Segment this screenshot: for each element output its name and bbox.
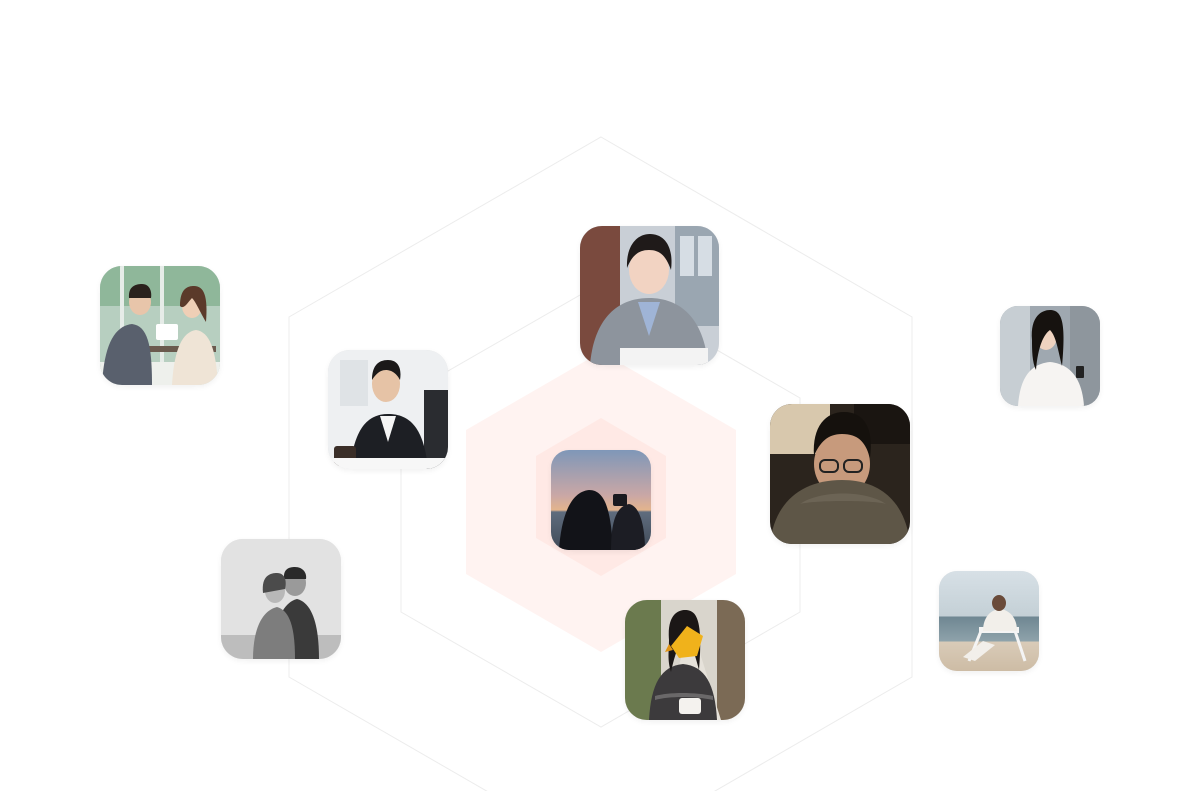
man-covering-face-icon (770, 404, 910, 544)
avatar-top[interactable] (580, 226, 719, 365)
avatar-center[interactable] (551, 450, 651, 550)
outer-hexagon (288, 136, 913, 791)
avatar-bottom-center[interactable] (625, 600, 745, 720)
couple-on-beach-chair-icon (939, 571, 1039, 671)
avatar-far-left[interactable] (100, 266, 220, 385)
woman-with-leaf-icon (625, 600, 745, 720)
avatar-far-right[interactable] (1000, 306, 1100, 406)
woman-with-phone-icon (1000, 306, 1100, 406)
avatar-bottom-left[interactable] (221, 539, 341, 659)
meeting-couple-icon (100, 266, 220, 385)
embracing-couple-icon (221, 539, 341, 659)
avatar-left-office[interactable] (328, 350, 448, 469)
avatar-bottom-right[interactable] (939, 571, 1039, 671)
businesswoman-at-desk-icon (580, 226, 719, 365)
person-at-sunset-icon (551, 450, 651, 550)
businessman-at-desk-icon (328, 350, 448, 469)
avatar-right-mid[interactable] (770, 404, 910, 544)
